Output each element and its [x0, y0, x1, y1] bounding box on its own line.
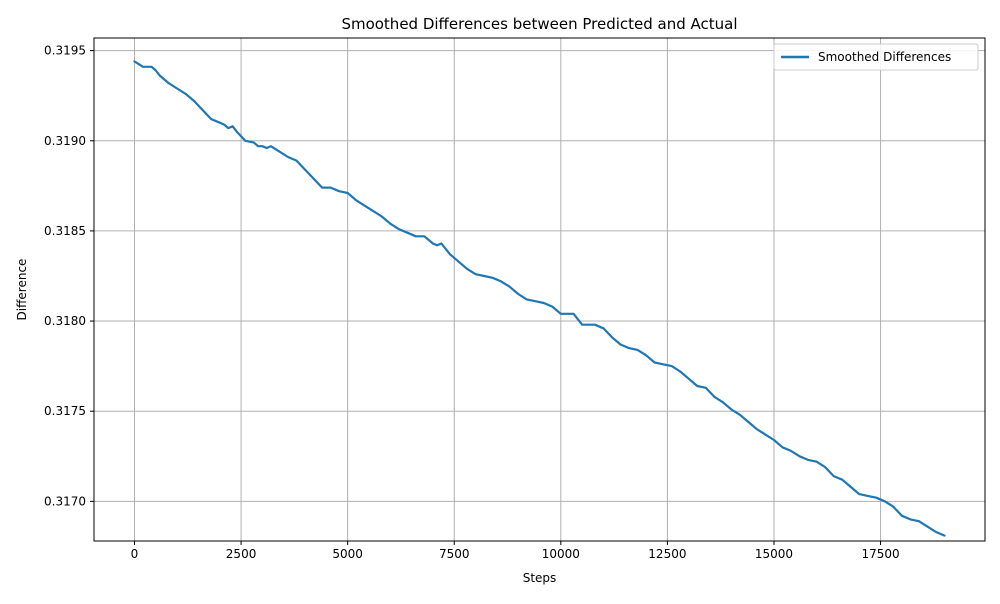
y-tick-label: 0.3190: [44, 134, 86, 148]
x-tick-label: 12500: [648, 547, 686, 561]
chart-title: Smoothed Differences between Predicted a…: [341, 15, 737, 33]
x-tick-label: 17500: [861, 547, 899, 561]
x-tick-label: 15000: [755, 547, 793, 561]
y-tick-label: 0.3180: [44, 314, 86, 328]
plot-frame: [93, 37, 986, 542]
x-axis-label: Steps: [523, 571, 557, 585]
grid-layer: [94, 38, 985, 541]
series-line: [133, 60, 946, 537]
legend: Smoothed Differences: [773, 43, 979, 71]
y-tick-label: 0.3185: [44, 224, 86, 238]
y-tick-label: 0.3175: [44, 404, 86, 418]
x-tick-label: 7500: [439, 547, 470, 561]
x-tick-label: 5000: [332, 547, 363, 561]
legend-label: Smoothed Differences: [818, 50, 951, 64]
y-axis: 0.3170 0.3175 0.3180 0.3185 0.3190 0.3195: [44, 44, 94, 508]
x-axis: 0 2500 5000 7500 10000 12500 15000 17500: [131, 541, 900, 561]
x-tick-label: 2500: [226, 547, 257, 561]
legend-box: [773, 43, 979, 71]
series-layer: [133, 60, 946, 537]
x-tick-label: 0: [131, 547, 139, 561]
y-tick-label: 0.3195: [44, 44, 86, 58]
y-axis-label: Difference: [15, 259, 29, 321]
y-tick-label: 0.3170: [44, 494, 86, 508]
x-tick-label: 10000: [542, 547, 580, 561]
